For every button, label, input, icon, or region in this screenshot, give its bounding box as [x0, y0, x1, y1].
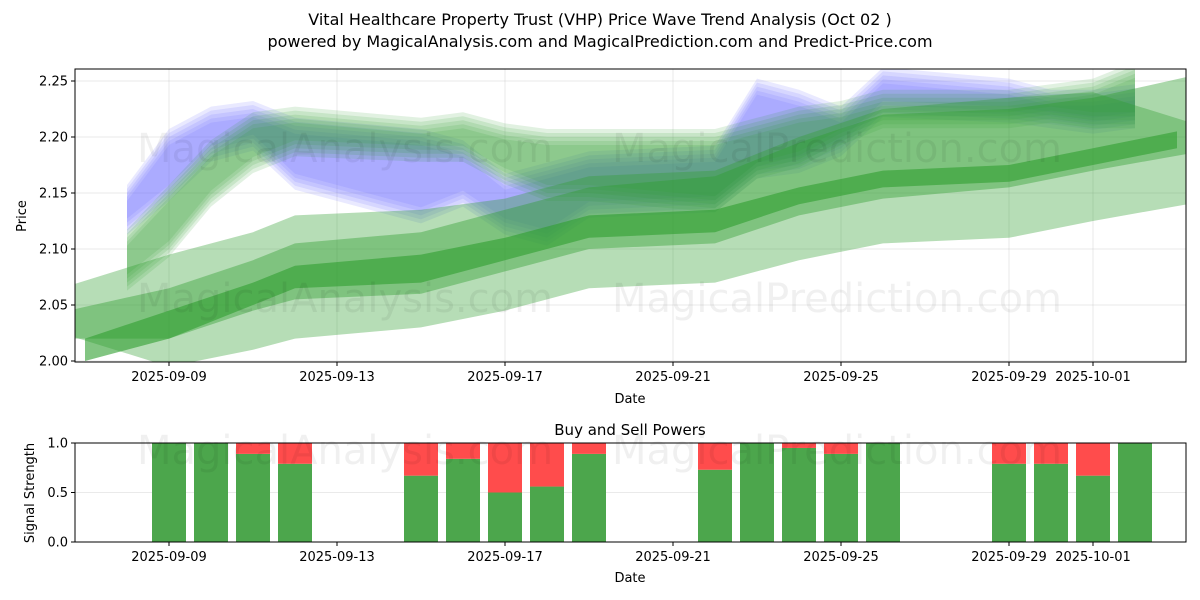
sell-bar: [698, 443, 732, 470]
main-y-label: Price: [15, 200, 30, 232]
price-band-history-band-blue: [127, 69, 1135, 230]
signal-bars: [152, 443, 1152, 542]
main-ytick-label: 2.15: [39, 187, 68, 202]
buy-bar: [740, 443, 774, 542]
signal-xtick-label: 2025-09-25: [803, 550, 879, 565]
buy-bar: [572, 453, 606, 542]
price-band-history-band-green-light: [127, 69, 1135, 283]
watermark-bottom-right: MagicalPrediction.com: [612, 428, 1062, 474]
main-xtick-label: 2025-09-09: [131, 370, 207, 385]
main-xtick-label: 2025-09-25: [803, 370, 879, 385]
price-band-forecast-trend-line: [85, 131, 1177, 361]
signal-chart-title: Buy and Sell Powers: [554, 421, 706, 439]
signal-ytick-label: 0.5: [47, 486, 68, 501]
watermark-mid-right: MagicalPrediction.com: [612, 276, 1062, 322]
main-xtick-label: 2025-09-13: [299, 370, 375, 385]
watermark-mid-left: MagicalAnalysis.com: [137, 276, 553, 322]
buy-bar: [1076, 475, 1110, 542]
main-xtick-label: 2025-09-17: [467, 370, 543, 385]
signal-xtick-label: 2025-09-29: [971, 550, 1047, 565]
signal-xtick-label: 2025-10-01: [1055, 550, 1131, 565]
price-band-history-band-blue: [127, 71, 1135, 234]
price-band-history-band-green-light: [127, 77, 1135, 291]
signal-x-axis: 2025-09-09 2025-09-13 2025-09-17 2025-09-21…: [131, 542, 1131, 565]
sell-bar: [236, 443, 270, 454]
chart-title: Vital Healthcare Property Trust (VHP) Pr…: [308, 10, 892, 29]
price-band-history-band-blue: [127, 75, 1135, 238]
main-bands: [75, 69, 1186, 362]
main-x-axis: 2025-09-09 2025-09-13 2025-09-17 2025-09-21…: [131, 362, 1131, 385]
sell-bar: [404, 443, 438, 476]
sell-bar: [488, 443, 522, 493]
signal-xtick-label: 2025-09-13: [299, 550, 375, 565]
main-ytick-label: 2.20: [39, 131, 68, 146]
buy-bar: [782, 447, 816, 542]
buy-bar: [194, 443, 228, 542]
main-ytick-label: 2.05: [39, 299, 68, 314]
main-plot-frame: [74, 68, 1187, 363]
buy-bar: [992, 463, 1026, 542]
main-y-axis: 2.00 2.05 2.10 2.15 2.20 2.25: [39, 75, 75, 370]
sell-bar: [530, 443, 564, 487]
sell-bar: [992, 443, 1026, 464]
buy-bar: [1034, 463, 1068, 542]
buy-bar: [866, 443, 900, 542]
buy-bar: [824, 453, 858, 542]
price-band-history-band-blue: [127, 79, 1135, 242]
sell-bar: [1034, 443, 1068, 464]
price-band-history-band-green-light: [127, 69, 1135, 279]
buy-bar: [698, 469, 732, 542]
signal-xtick-label: 2025-09-09: [131, 550, 207, 565]
main-ytick-label: 2.00: [39, 355, 68, 370]
sell-bar: [446, 443, 480, 459]
buy-bar: [530, 486, 564, 542]
sell-bar: [278, 443, 312, 464]
watermark-top-left: MagicalAnalysis.com: [137, 126, 553, 172]
buy-bar: [152, 443, 186, 542]
signal-y-label: Signal Strength: [23, 443, 38, 543]
price-band-history-band-green-light: [127, 69, 1135, 275]
signal-ytick-label: 0.0: [47, 536, 68, 551]
buy-bar: [488, 492, 522, 542]
signal-y-axis: 0.0 0.5 1.0: [47, 437, 75, 551]
buy-bar: [236, 453, 270, 542]
sell-bar: [824, 443, 858, 454]
main-xtick-label: 2025-09-29: [971, 370, 1047, 385]
signal-x-label: Date: [614, 571, 645, 586]
buy-bar: [1118, 443, 1152, 542]
sell-bar: [782, 443, 816, 448]
sell-bar: [572, 443, 606, 454]
buy-bar: [278, 463, 312, 542]
main-ytick-label: 2.25: [39, 75, 68, 90]
main-x-label: Date: [614, 392, 645, 407]
sell-bar: [1076, 443, 1110, 476]
signal-xtick-label: 2025-09-17: [467, 550, 543, 565]
signal-xtick-label: 2025-09-21: [635, 550, 711, 565]
signal-ytick-label: 1.0: [47, 437, 68, 452]
watermark-bottom-left: MagicalAnalysis.com: [137, 428, 553, 474]
price-band-history-band-green-light: [127, 73, 1135, 287]
watermark-top-right: MagicalPrediction.com: [612, 126, 1062, 172]
buy-bar: [404, 475, 438, 542]
main-xtick-label: 2025-09-21: [635, 370, 711, 385]
main-ytick-label: 2.10: [39, 243, 68, 258]
chart-subtitle: powered by MagicalAnalysis.com and Magic…: [267, 32, 933, 51]
price-band-history-band-blue: [127, 83, 1135, 246]
main-xtick-label: 2025-10-01: [1055, 370, 1131, 385]
buy-bar: [446, 458, 480, 542]
